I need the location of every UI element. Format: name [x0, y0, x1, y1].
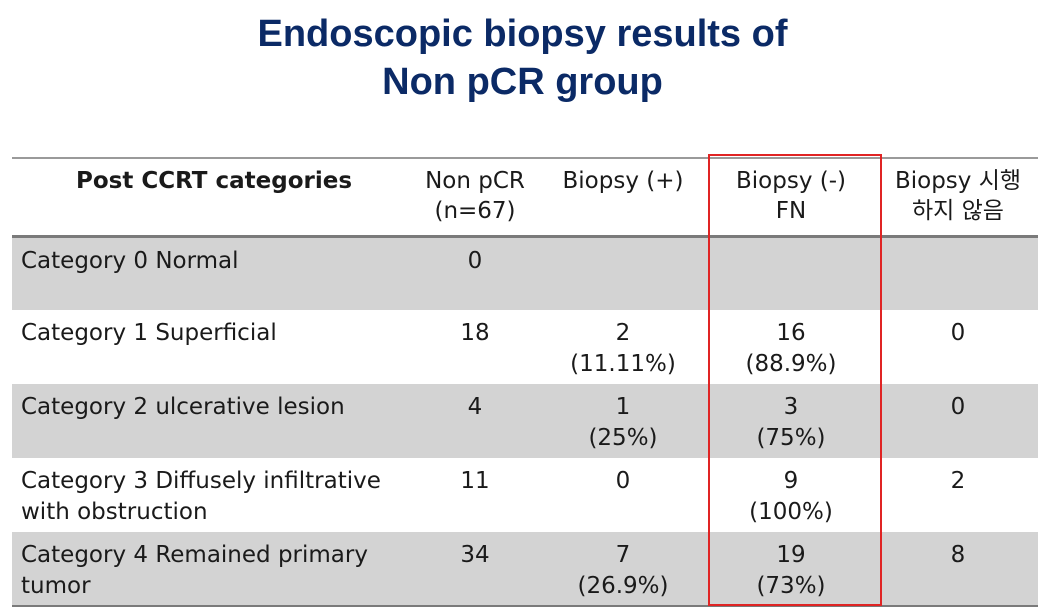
category-label: Category 4 Remained primary [21, 542, 368, 568]
header-biopsy-negative-label: Biopsy (-) [736, 168, 846, 194]
category-label: Category 2 ulcerative lesion [21, 394, 345, 420]
biopsy-negative-count: 9 [783, 468, 799, 494]
biopsy-negative-cell: 16 (88.9%) [704, 310, 878, 384]
biopsy-positive-cell: 1 (25%) [542, 384, 704, 458]
biopsy-positive-cell: 7 (26.9%) [542, 532, 704, 606]
table-row: Category 2 ulcerative lesion 4 1 (25%) 3… [12, 384, 1038, 458]
biopsy-negative-pct: (73%) [756, 573, 826, 599]
slide-title: Endoscopic biopsy results of Non pCR gro… [0, 10, 1045, 106]
table-row: Category 1 Superficial 18 2 (11.11%) 16 … [12, 310, 1038, 384]
biopsy-not-done-cell: 8 [950, 542, 966, 568]
biopsy-negative-pct: (75%) [756, 425, 826, 451]
category-label: Category 1 Superficial [21, 320, 277, 346]
table-row: Category 0 Normal 0 [12, 236, 1038, 310]
category-label: Category 0 Normal [21, 247, 239, 274]
title-line-1: Endoscopic biopsy results of [257, 13, 788, 55]
biopsy-negative-cell: 9 (100%) [704, 458, 878, 532]
biopsy-positive-count: 2 [615, 320, 631, 346]
category-cell: Category 3 Diffusely infiltrative with o… [12, 458, 408, 532]
biopsy-negative-cell: 19 (73%) [704, 532, 878, 606]
header-non-pcr-n: (n=67) [434, 198, 516, 224]
biopsy-positive-pct: (26.9%) [577, 573, 669, 599]
category-cell: Category 4 Remained primary tumor [12, 532, 408, 606]
header-row: Post CCRT categories Non pCR (n=67) Biop… [12, 158, 1038, 236]
header-biopsy-negative-fn: FN [775, 198, 807, 224]
non-pcr-cell: 34 [460, 542, 490, 568]
biopsy-results-table: Post CCRT categories Non pCR (n=67) Biop… [12, 157, 1038, 607]
table-row: Category 4 Remained primary tumor 34 7 (… [12, 532, 1038, 606]
biopsy-negative-count: 16 [776, 320, 806, 346]
category-label: Category 3 Diffusely infiltrative [21, 468, 381, 494]
non-pcr-cell: 0 [467, 247, 483, 274]
title-line-2: Non pCR group [382, 61, 663, 103]
non-pcr-cell: 18 [460, 320, 490, 346]
biopsy-negative-count: 3 [783, 394, 799, 420]
biopsy-negative-cell [704, 236, 878, 310]
header-biopsy-positive: Biopsy (+) [562, 168, 684, 194]
biopsy-positive-count: 0 [615, 468, 631, 494]
category-label-2: with obstruction [21, 499, 208, 525]
biopsy-positive-count: 7 [615, 542, 631, 568]
header-not-done-line2: 하지 않음 [912, 198, 1004, 224]
biopsy-not-done-cell: 0 [950, 394, 966, 420]
biopsy-not-done-cell [878, 236, 1038, 310]
header-non-pcr: Non pCR (n=67) [408, 158, 542, 236]
header-not-done-line1: Biopsy 시행 [894, 168, 1022, 194]
biopsy-negative-pct: (100%) [749, 499, 833, 525]
header-biopsy-not-done: Biopsy 시행 하지 않음 [878, 158, 1038, 236]
biopsy-not-done-cell: 0 [950, 320, 966, 346]
non-pcr-cell: 11 [460, 468, 490, 494]
category-cell: Category 1 Superficial [12, 310, 408, 384]
header-non-pcr-label: Non pCR [425, 168, 525, 194]
category-cell: Category 0 Normal [12, 236, 408, 310]
biopsy-negative-count: 19 [776, 542, 806, 568]
biopsy-negative-cell: 3 (75%) [704, 384, 878, 458]
header-category: Post CCRT categories [76, 168, 353, 194]
biopsy-positive-cell: 0 [542, 458, 704, 532]
biopsy-negative-pct: (88.9%) [745, 351, 837, 377]
non-pcr-cell: 4 [467, 394, 483, 420]
biopsy-positive-cell: 2 (11.11%) [542, 310, 704, 384]
biopsy-positive-count: 1 [615, 394, 631, 420]
table-row: Category 3 Diffusely infiltrative with o… [12, 458, 1038, 532]
biopsy-positive-pct: (11.11%) [570, 351, 676, 377]
biopsy-not-done-cell: 2 [950, 468, 966, 494]
category-label-2: tumor [21, 573, 91, 599]
biopsy-positive-pct: (25%) [588, 425, 658, 451]
category-cell: Category 2 ulcerative lesion [12, 384, 408, 458]
header-biopsy-negative: Biopsy (-) FN [704, 158, 878, 236]
biopsy-positive-cell [542, 236, 704, 310]
